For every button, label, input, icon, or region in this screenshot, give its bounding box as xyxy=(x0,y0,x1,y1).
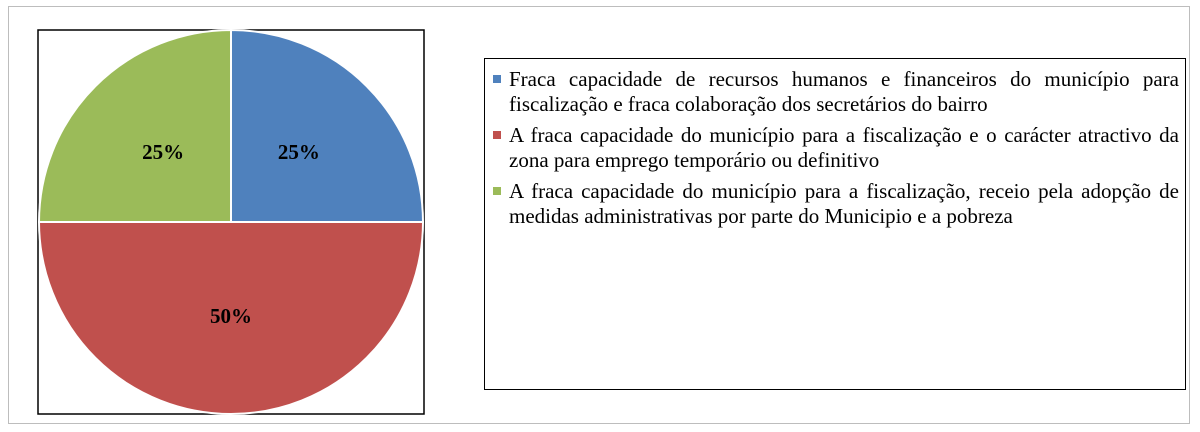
data-label: 25% xyxy=(142,140,184,164)
legend-swatch xyxy=(493,75,501,83)
legend-label: Fraca capacidade de recursos humanos e f… xyxy=(509,67,1179,116)
legend-entry: A fraca capacidade do município para a f… xyxy=(493,179,1179,229)
pie-slice xyxy=(230,28,425,223)
data-label: 25% xyxy=(278,140,320,164)
legend-entry: Fraca capacidade de recursos humanos e f… xyxy=(493,67,1179,117)
legend-label: A fraca capacidade do município para a f… xyxy=(509,123,1179,172)
legend: Fraca capacidade de recursos humanos e f… xyxy=(484,58,1186,390)
legend-entry: A fraca capacidade do município para a f… xyxy=(493,123,1179,173)
frame xyxy=(8,6,1190,424)
pie-slice xyxy=(37,28,232,223)
data-label: 50% xyxy=(210,304,252,328)
legend-swatch xyxy=(493,187,501,195)
pie-slice xyxy=(37,221,425,415)
legend-swatch xyxy=(493,131,501,139)
legend-label: A fraca capacidade do município para a f… xyxy=(509,179,1179,228)
